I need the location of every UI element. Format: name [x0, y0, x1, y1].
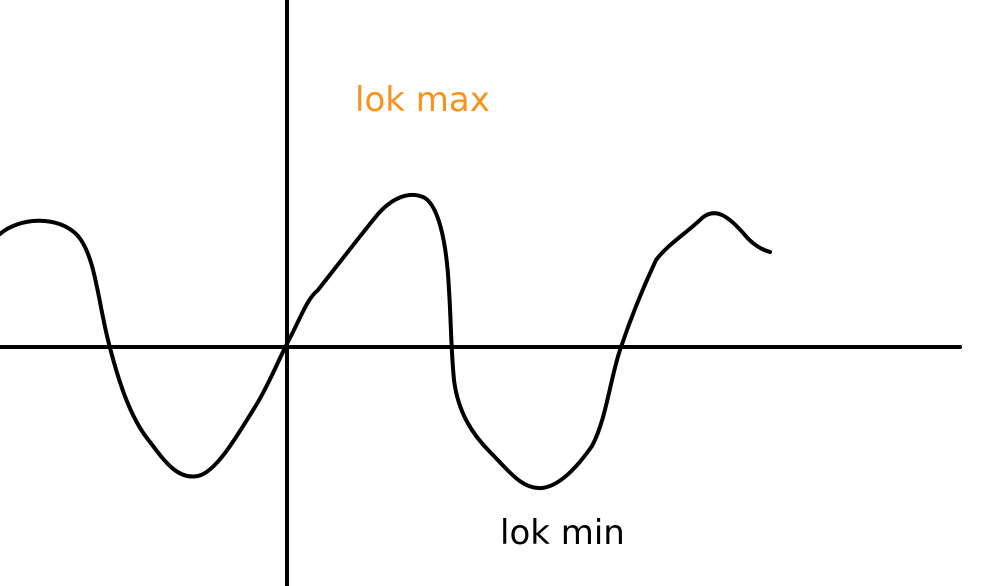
function-curve: [0, 192, 772, 491]
local-min-label: lok min: [500, 513, 625, 553]
local-max-label: lok max: [355, 80, 490, 120]
